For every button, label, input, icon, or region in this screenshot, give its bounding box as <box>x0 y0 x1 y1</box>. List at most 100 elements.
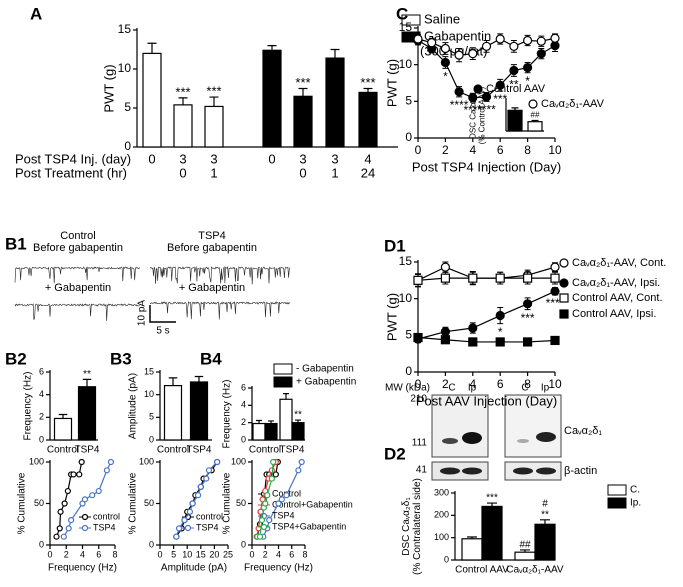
y-tick-label: 15 <box>118 22 132 36</box>
bar <box>173 104 193 148</box>
significance: ** <box>83 369 91 380</box>
legend-label: Gabapentin <box>424 28 491 43</box>
trace <box>149 301 291 320</box>
y-tick-label: 0 <box>241 434 246 444</box>
y-axis-label: Amplitude (pA) <box>128 373 139 439</box>
marker <box>95 487 102 495</box>
marker <box>413 332 423 343</box>
marker <box>184 524 192 532</box>
x-tick-label: 6 <box>96 549 101 559</box>
bar <box>481 505 503 561</box>
trace <box>14 266 140 284</box>
marker <box>468 273 478 283</box>
marker <box>205 467 213 474</box>
marker <box>509 65 519 76</box>
marker <box>260 523 268 531</box>
x-tick-label: TSP4 <box>186 445 211 456</box>
x-tick-label: 0 <box>249 549 254 559</box>
x-axis-label: Post TSP4 Injection (Day) <box>412 159 561 174</box>
y-axis-label: (% Contralateral side) <box>412 478 423 575</box>
legend-label: Caᵥα₂δ₁-AAV <box>541 98 605 110</box>
marker <box>283 492 290 499</box>
error-bar <box>168 377 178 386</box>
x-tick-label: 20 <box>209 549 219 559</box>
marker <box>440 43 450 54</box>
legend-label: TSP4+Gabapentin <box>272 521 346 531</box>
y-tick-label: 2 <box>39 412 44 422</box>
series-line <box>175 461 218 537</box>
x-tick-label: 10 <box>548 143 562 157</box>
marker <box>81 513 89 521</box>
scale-label: 5 s <box>156 326 169 337</box>
legend-label: - Gabapentin <box>296 364 354 375</box>
row-title: Post TSP4 Inj. (day) <box>15 151 131 166</box>
marker <box>495 310 505 321</box>
legend-swatch <box>607 484 627 496</box>
x-tick-label: Control <box>249 445 281 456</box>
marker <box>266 516 273 524</box>
bar <box>163 385 183 441</box>
panel-label: D2 <box>384 444 406 463</box>
mw-label: 41 <box>416 465 428 476</box>
marker <box>454 50 464 60</box>
x-axis-label: Post AAV Injection (Day) <box>416 393 557 408</box>
significance: ** <box>294 410 302 421</box>
error-bar <box>363 87 373 93</box>
marker <box>468 49 478 59</box>
y-tick-label: 15 <box>144 366 154 376</box>
error-bar <box>82 378 92 387</box>
y-tick-label: 4 <box>241 400 246 410</box>
x-axis-label: Frequency (Hz) <box>48 563 117 574</box>
legend-label: Caᵥα₂δ₁-AAV, Ipsi. <box>572 277 660 289</box>
y-tick-label: 5 <box>149 412 154 422</box>
x-tick-label: 0 <box>415 143 422 157</box>
legend-label: + Gabapentin <box>296 377 356 388</box>
mw-label: 210 <box>410 394 427 405</box>
error-bar <box>268 420 274 424</box>
x-tick-label: 10 <box>182 549 192 559</box>
x-tick-label: 6 <box>497 143 504 157</box>
panel-label: A <box>30 4 42 23</box>
legend-label: C. <box>630 485 640 496</box>
marker <box>528 99 538 109</box>
marker <box>60 533 67 540</box>
marker <box>107 458 115 466</box>
bar <box>293 95 313 148</box>
marker <box>81 496 89 503</box>
x-tick-label: 2 <box>442 143 449 157</box>
marker <box>259 496 266 503</box>
x-tick-label: 2 <box>263 549 268 559</box>
y-tick-label: 0 <box>405 130 412 144</box>
marker <box>550 33 560 43</box>
legend-label: control <box>196 511 223 521</box>
marker <box>550 335 560 346</box>
bar <box>507 109 523 132</box>
legend-label: Saline <box>424 11 460 26</box>
trace-title: Before gabapentin <box>167 242 257 254</box>
marker <box>61 500 68 507</box>
x-tick-label: 15 <box>196 549 206 559</box>
mw-title: MW (kDa) <box>385 383 430 394</box>
legend-swatch <box>607 497 627 509</box>
error-bar <box>487 502 497 507</box>
marker <box>194 492 202 499</box>
marker <box>440 335 450 345</box>
y-tick-label: 10 <box>144 389 154 399</box>
marker <box>197 483 204 490</box>
marker <box>522 35 533 46</box>
marker <box>559 293 569 303</box>
y-axis-label: Frequency (Hz) <box>222 380 233 449</box>
legend-swatch <box>273 376 293 388</box>
marker <box>550 273 560 283</box>
lane-label: Ip <box>468 383 477 394</box>
x-tick-label: 8 <box>112 549 117 559</box>
marker <box>56 525 63 532</box>
error-bar <box>209 96 219 107</box>
marker <box>270 458 277 466</box>
band-label: Caᵥα₂δ₁ <box>564 425 602 437</box>
y-tick-label: 0 <box>39 434 44 444</box>
significance: ## <box>519 540 531 551</box>
x-tick-label: Control AAV <box>455 565 509 576</box>
x-tick-label: 5 <box>171 549 176 559</box>
